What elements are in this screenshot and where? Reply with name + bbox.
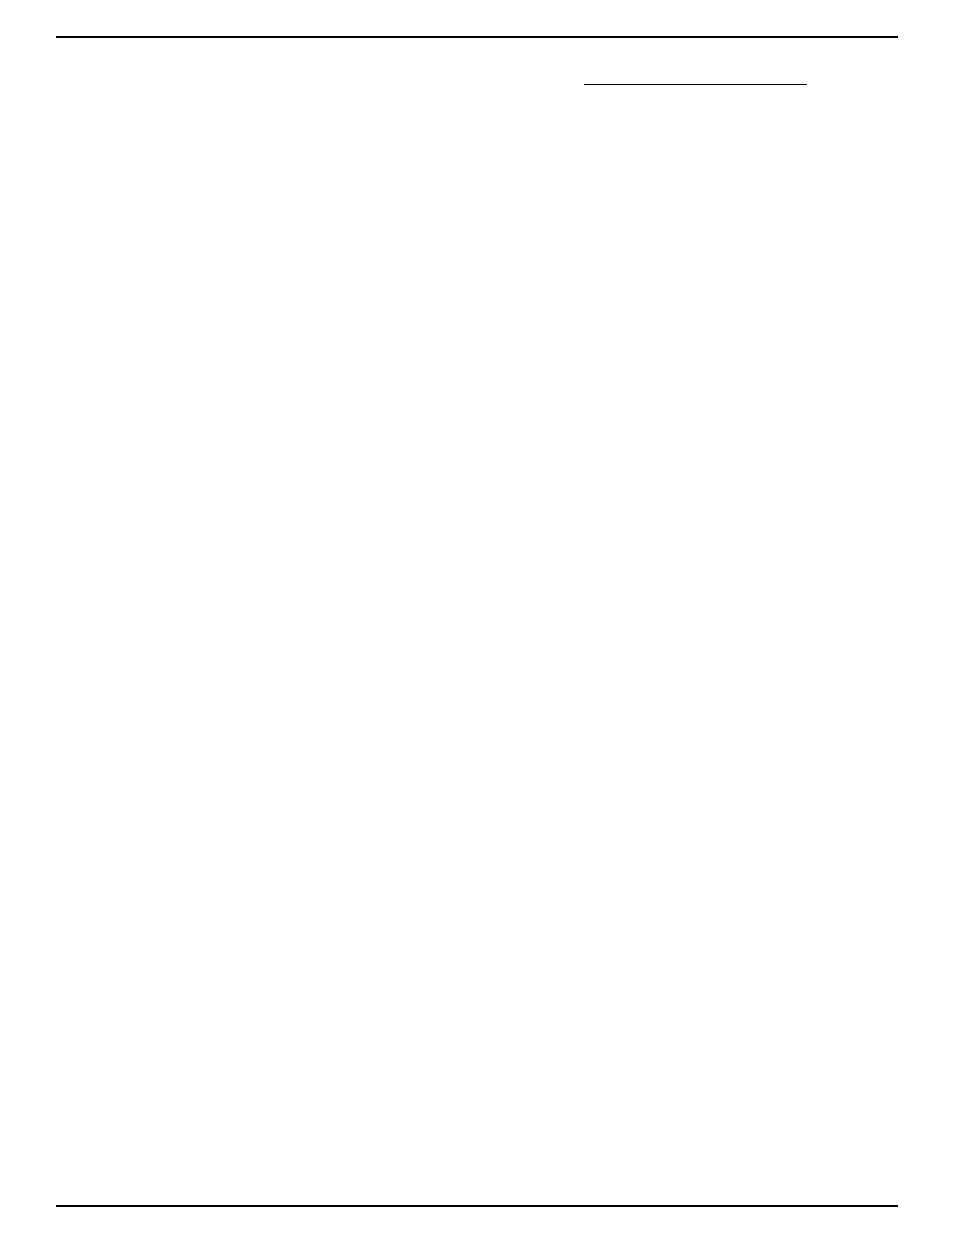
upper-right-col — [493, 62, 898, 85]
upper-left-col — [56, 62, 461, 85]
figure-2 — [56, 93, 898, 599]
upper-columns — [56, 62, 898, 85]
note-rule — [584, 84, 807, 85]
page-header — [56, 32, 898, 38]
lower-left-col — [56, 607, 461, 629]
lower-right-col — [493, 607, 898, 629]
submergence-chart — [197, 93, 757, 593]
page-footer — [56, 1205, 898, 1211]
lower-columns — [56, 607, 898, 629]
